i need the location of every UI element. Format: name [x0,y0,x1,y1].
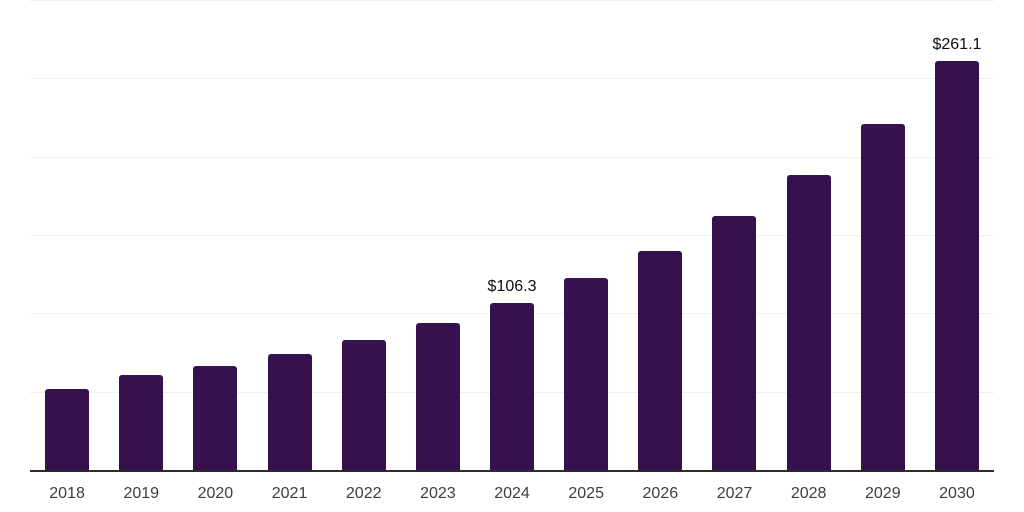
bar-2024 [490,303,535,470]
x-tick-label-2030: 2030 [939,485,975,502]
bar-2029 [860,123,905,470]
x-tick-label-2027: 2027 [716,485,753,502]
bar-2025 [564,278,609,470]
bar-slot-2028 [772,0,846,472]
bar-2021 [267,353,312,470]
bar-slot-2029 [846,0,920,472]
bar-2023 [415,322,460,470]
bar-2028 [786,175,831,470]
bar-slot-2030: $261.1 [920,0,994,472]
x-tick-label-2028: 2028 [790,485,827,502]
x-axis-line [30,470,994,472]
bar-2022 [341,339,386,470]
gridline-150 [30,235,994,236]
x-tick-label-2020: 2020 [197,485,234,502]
x-tick-label-2024: 2024 [494,485,530,502]
bar-slot-2019 [104,0,178,472]
bar-slot-2020 [178,0,252,472]
x-tick-label-2021: 2021 [271,485,308,502]
bar-2030 [934,60,979,470]
gridline-300 [30,0,994,1]
bar-2018 [45,388,90,470]
data-label-2030: $261.1 [932,35,982,53]
x-tick-label-2018: 2018 [49,485,85,502]
bar-2027 [712,216,757,470]
x-axis-tick-labels: 2018 2019 2020 2021 2022 2023 2024 2025 2026 2027… [30,472,994,512]
bar-slot-2023 [401,0,475,472]
x-tick-label-2022: 2022 [345,485,382,502]
plot-area: $106.3 $261.1 [30,0,994,472]
x-tick-label-2029: 2029 [865,485,901,502]
x-tick-label-2019: 2019 [123,485,160,502]
bar-slot-2026 [623,0,697,472]
x-tick-label-2026: 2026 [642,485,679,502]
x-tick-label-2023: 2023 [420,485,456,502]
bar-2020 [193,365,238,470]
x-tick-label-2025: 2025 [568,485,604,502]
bar-2019 [119,374,164,470]
data-label-2024: $106.3 [487,278,537,296]
bar-slot-2018 [30,0,104,472]
gridline-200 [30,156,994,158]
bar-slot-2025 [549,0,623,472]
bar-slot-2022 [327,0,401,472]
bar-2026 [638,251,683,470]
bar-slot-2021 [252,0,326,472]
bar-slot-2024: $106.3 [475,0,549,472]
gridline-250 [30,78,994,80]
bars-layer: $106.3 $261.1 [30,0,994,472]
bar-slot-2027 [697,0,771,472]
